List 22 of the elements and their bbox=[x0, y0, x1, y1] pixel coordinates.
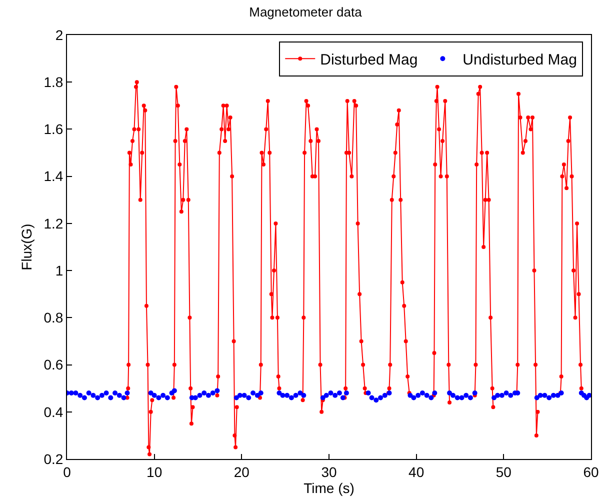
legend-label: Undisturbed Mag bbox=[462, 51, 577, 68]
x-tick-label: 60 bbox=[583, 464, 599, 480]
y-tick-label: 0.6 bbox=[44, 356, 64, 373]
y-tick-label: 1.4 bbox=[44, 168, 64, 184]
y-tick-label: 0.8 bbox=[44, 310, 64, 326]
y-axis-title: Flux(G) bbox=[18, 224, 34, 270]
y-tick-label: 1.6 bbox=[44, 121, 64, 138]
x-tick-label: 0 bbox=[63, 464, 72, 480]
y-tick-label: 0.2 bbox=[44, 450, 64, 467]
x-tick-label: 40 bbox=[408, 464, 424, 480]
y-tick-label: 1 bbox=[55, 262, 64, 278]
x-tick-label: 30 bbox=[321, 464, 337, 480]
x-tick-label: 20 bbox=[234, 464, 250, 480]
x-tick-label: 10 bbox=[146, 464, 162, 480]
y-tick-label: 1.2 bbox=[44, 215, 64, 232]
legend-label: Disturbed Mag bbox=[320, 51, 418, 68]
x-tick-label: 50 bbox=[496, 464, 512, 480]
y-tick-label: 1.8 bbox=[44, 74, 64, 90]
x-axis-title: Time (s) bbox=[304, 480, 354, 496]
y-tick-label: 2 bbox=[55, 26, 64, 43]
y-tick-label: 0.4 bbox=[44, 404, 64, 420]
chart-title: Magnetometer data bbox=[249, 4, 363, 20]
